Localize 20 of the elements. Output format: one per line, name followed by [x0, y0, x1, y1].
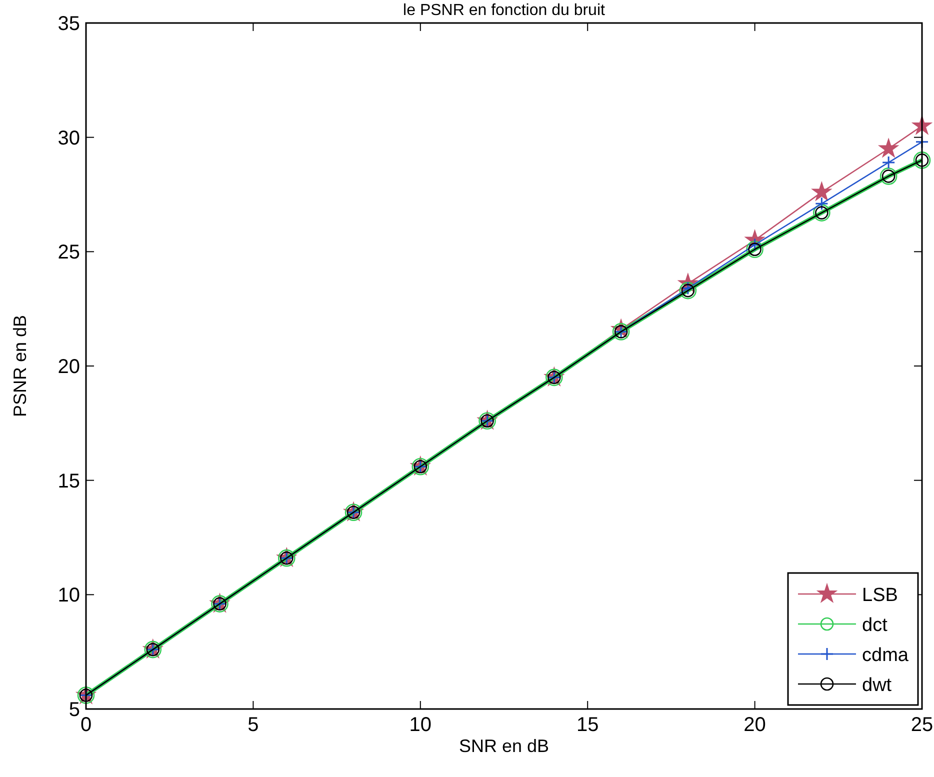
- y-tick-label: 30: [58, 127, 80, 150]
- legend-label: cdma: [862, 645, 909, 666]
- legend-label: LSB: [862, 585, 898, 606]
- y-tick-label: 35: [58, 13, 80, 35]
- y-tick-label: 20: [58, 356, 80, 378]
- x-tick-label: 10: [409, 714, 432, 736]
- x-tick-label: 25: [910, 714, 934, 736]
- y-tick-label: 25: [58, 242, 80, 264]
- chart-title: le PSNR en fonction du bruit: [403, 2, 606, 19]
- y-axis-title: PSNR en dB: [10, 314, 30, 418]
- y-tick-label: 10: [58, 584, 80, 607]
- y-tick-label: 15: [58, 470, 80, 492]
- x-tick-label: 20: [744, 714, 766, 736]
- x-tick-label: 0: [80, 714, 92, 736]
- y-tick-label: 5: [68, 699, 80, 721]
- x-axis-title: SNR en dB: [458, 736, 550, 756]
- x-tick-label: 5: [248, 714, 259, 736]
- legend-label: dct: [862, 615, 888, 636]
- x-tick-label: 15: [576, 714, 599, 736]
- legend-label: dwt: [862, 675, 892, 696]
